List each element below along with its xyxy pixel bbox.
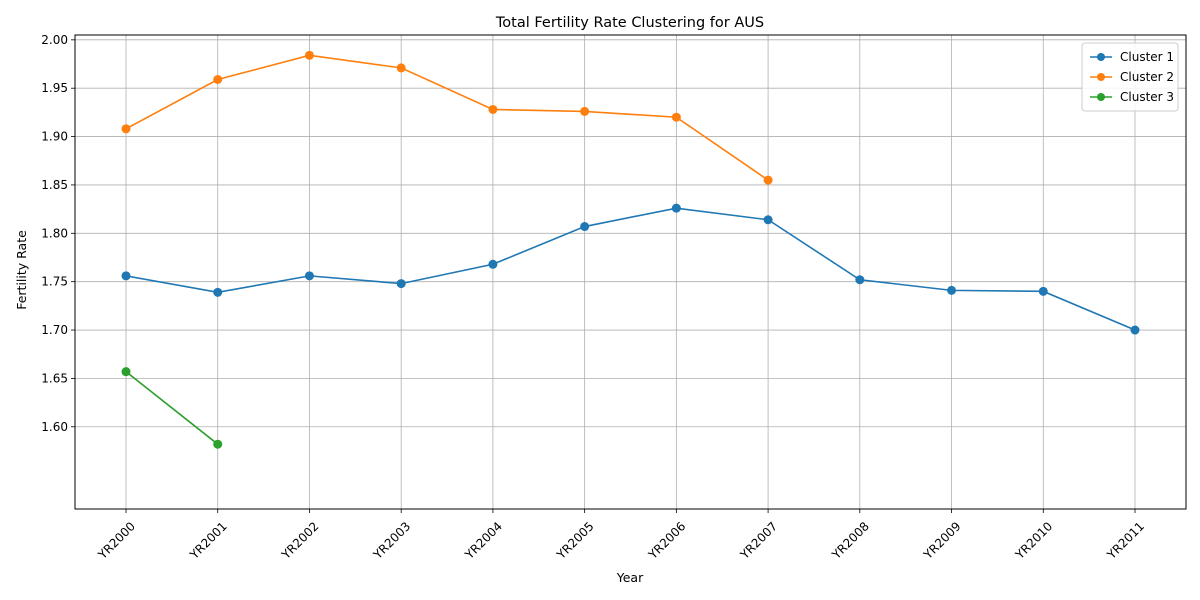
data-point bbox=[580, 222, 590, 232]
plot-area-frame bbox=[74, 34, 1187, 510]
data-point bbox=[580, 106, 590, 116]
y-tick-label: 1.60 bbox=[41, 420, 68, 434]
y-tick-label: 1.80 bbox=[41, 226, 68, 240]
x-tick-label: YR2004 bbox=[462, 519, 505, 562]
legend-marker bbox=[1097, 93, 1105, 101]
x-tick-label: YR2008 bbox=[829, 519, 872, 562]
legend: Cluster 1 Cluster 2 Cluster 3 bbox=[1081, 42, 1179, 112]
y-tick-label: 1.95 bbox=[41, 81, 68, 95]
data-point bbox=[763, 215, 773, 225]
data-point bbox=[213, 287, 223, 297]
data-point bbox=[488, 104, 498, 114]
legend-item: Cluster 1 bbox=[1090, 50, 1174, 64]
series-line bbox=[125, 371, 219, 445]
x-tick-label: YR2001 bbox=[187, 519, 230, 562]
data-point bbox=[304, 50, 314, 60]
series-line bbox=[125, 207, 1136, 331]
data-point bbox=[947, 285, 957, 295]
y-tick-label: 2.00 bbox=[41, 33, 68, 47]
legend-label: Cluster 2 bbox=[1120, 70, 1174, 84]
legend-label: Cluster 1 bbox=[1120, 50, 1174, 64]
legend-item: Cluster 2 bbox=[1090, 70, 1174, 84]
data-point bbox=[121, 124, 131, 134]
series-layer bbox=[121, 50, 1140, 449]
series-2 bbox=[121, 50, 773, 185]
x-axis-label: Year bbox=[616, 570, 644, 585]
series-line bbox=[125, 54, 769, 181]
data-point bbox=[304, 271, 314, 281]
x-tick-label: YR2011 bbox=[1104, 519, 1147, 562]
data-point bbox=[763, 175, 773, 185]
legend-marker bbox=[1097, 73, 1105, 81]
x-tick-label: YR2010 bbox=[1012, 519, 1055, 562]
y-tick-label: 1.90 bbox=[41, 130, 68, 144]
data-point bbox=[396, 63, 406, 73]
data-point bbox=[121, 367, 131, 377]
x-tick-label: YR2006 bbox=[645, 519, 688, 562]
y-tick-label: 1.75 bbox=[41, 275, 68, 289]
data-point bbox=[671, 112, 681, 122]
y-axis-label: Fertility Rate bbox=[14, 230, 29, 310]
x-tick-label: YR2009 bbox=[920, 519, 963, 562]
data-point bbox=[1130, 325, 1140, 335]
y-tick-label: 1.70 bbox=[41, 323, 68, 337]
y-axis: 1.60 1.65 1.70 1.75 1.80 1.85 1.90 1.95 2.00 bbox=[41, 33, 75, 434]
data-point bbox=[855, 275, 865, 285]
chart-title: Total Fertility Rate Clustering for AUS bbox=[495, 15, 764, 31]
grid-lines bbox=[75, 35, 1186, 509]
data-point bbox=[1038, 286, 1048, 296]
legend-box bbox=[1081, 42, 1179, 112]
x-tick-label: YR2000 bbox=[95, 519, 138, 562]
y-tick-label: 1.85 bbox=[41, 178, 68, 192]
series-3 bbox=[121, 367, 223, 449]
data-point bbox=[121, 271, 131, 281]
data-point bbox=[396, 279, 406, 289]
data-point bbox=[488, 259, 498, 269]
x-tick-label: YR2002 bbox=[278, 519, 321, 562]
data-point bbox=[671, 203, 681, 213]
legend-label: Cluster 3 bbox=[1120, 90, 1174, 104]
data-point bbox=[213, 74, 223, 84]
data-point bbox=[213, 439, 223, 449]
x-axis: YR2000 YR2001 YR2002 YR2003 YR2004 YR2005 YR20… bbox=[95, 509, 1147, 562]
legend-marker bbox=[1097, 53, 1105, 61]
y-tick-label: 1.65 bbox=[41, 371, 68, 385]
x-tick-label: YR2005 bbox=[553, 519, 596, 562]
x-tick-label: YR2003 bbox=[370, 519, 413, 562]
legend-item: Cluster 3 bbox=[1090, 90, 1174, 104]
x-tick-label: YR2007 bbox=[737, 519, 780, 562]
series-1 bbox=[121, 203, 1140, 335]
